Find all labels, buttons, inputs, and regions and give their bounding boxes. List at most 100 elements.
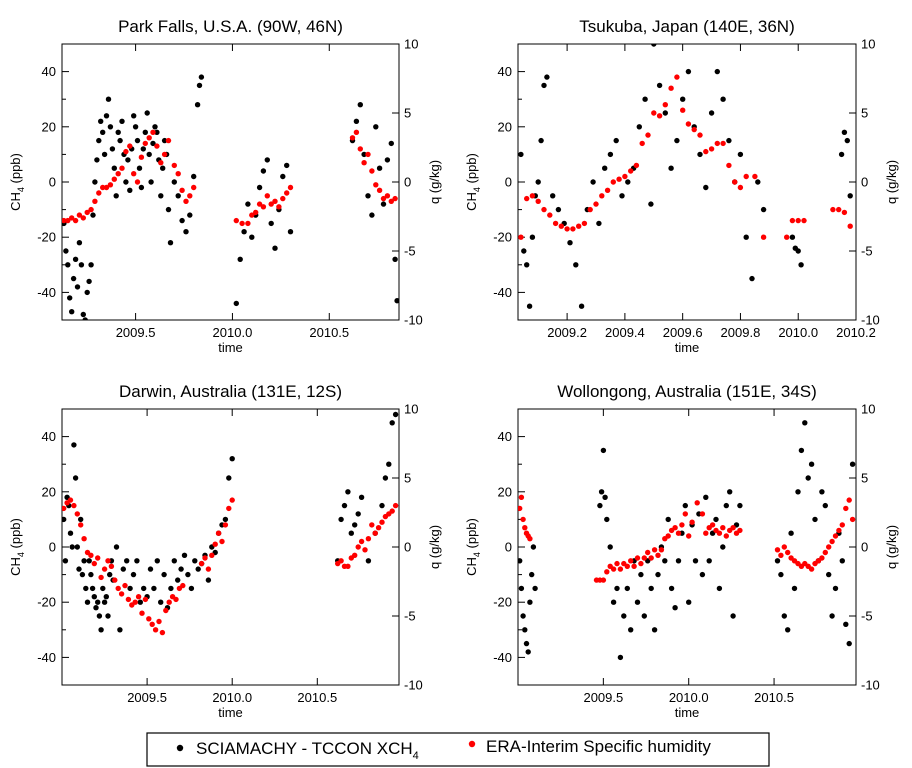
x-tick-label: 2010.2: [836, 325, 876, 340]
legend-era-label: ERA-Interim Specific humidity: [486, 737, 711, 756]
humidity-point: [752, 173, 758, 180]
ch4-point: [706, 558, 712, 564]
humidity-point: [518, 234, 524, 240]
humidity-point: [843, 505, 849, 512]
humidity-point: [139, 610, 145, 616]
humidity-point: [558, 223, 564, 229]
y-tick-label: 0: [49, 540, 56, 555]
chart-title: Park Falls, U.S.A. (90W, 46N): [118, 17, 343, 36]
ch4-point: [191, 173, 197, 180]
humidity-point: [100, 184, 106, 191]
ch4-point: [179, 217, 185, 224]
humidity-point: [529, 193, 536, 199]
humidity-point: [91, 560, 98, 567]
humidity-point: [808, 566, 815, 572]
ch4-point: [373, 124, 379, 130]
ch4-point: [365, 558, 372, 564]
ch4-point: [376, 165, 383, 171]
ch4-point: [161, 571, 167, 578]
ch4-point: [573, 262, 579, 268]
ch4-point: [140, 146, 146, 152]
ch4-point: [171, 558, 177, 564]
chart-title: Darwin, Australia (131E, 12S): [119, 382, 342, 401]
humidity-point: [379, 519, 385, 525]
humidity-point: [527, 536, 533, 542]
y-tick-label: -20: [37, 230, 56, 245]
humidity-point: [656, 113, 663, 119]
ch4-point: [720, 544, 726, 550]
humidity-point: [138, 154, 145, 160]
humidity-point: [95, 555, 101, 561]
humidity-point: [617, 566, 624, 572]
ch4-point: [668, 165, 674, 171]
humidity-point: [173, 596, 179, 603]
ch4-point: [86, 558, 92, 564]
ch4-point: [590, 179, 596, 185]
humidity-point: [638, 560, 644, 567]
ch4-point: [167, 240, 174, 246]
y2-tick-label: 5: [404, 471, 411, 486]
ch4-point: [63, 248, 69, 254]
ch4-point: [168, 585, 174, 592]
ch4-point: [604, 516, 610, 523]
x-tick-label: 2010.5: [309, 325, 349, 340]
y2-tick-label: 5: [861, 106, 868, 121]
ch4-point: [520, 613, 526, 619]
ch4-point: [96, 613, 103, 619]
ch4-point: [826, 571, 832, 578]
y2-axis-label: q (g/kg): [884, 525, 899, 569]
humidity-point: [215, 530, 222, 536]
humidity-point: [264, 193, 270, 199]
humidity-point: [672, 525, 678, 531]
humidity-point: [774, 547, 781, 553]
humidity-point: [357, 146, 363, 152]
humidity-point: [662, 102, 668, 108]
ch4-point: [785, 627, 791, 633]
ch4-point: [668, 585, 675, 592]
ch4-point: [70, 275, 77, 282]
ch4-point: [82, 317, 88, 320]
ch4-point: [96, 137, 102, 144]
ch4-point: [523, 640, 530, 647]
humidity-point: [587, 206, 593, 213]
humidity-point: [123, 148, 129, 155]
ch4-point: [117, 137, 123, 144]
ch4-point: [680, 96, 686, 102]
humidity-point: [380, 195, 387, 202]
humidity-point: [62, 505, 67, 512]
ch4-point: [237, 256, 243, 262]
humidity-point: [694, 500, 700, 506]
ch4-point: [723, 502, 729, 509]
plot-frame: [517, 408, 857, 686]
humidity-point: [338, 558, 344, 564]
ch4-point: [146, 151, 152, 158]
ch4-point: [181, 552, 188, 558]
humidity-point: [112, 577, 118, 583]
y-tick-label: -20: [37, 595, 56, 610]
ch4-point: [651, 627, 658, 633]
x-tick-label: 2009.5: [127, 690, 167, 705]
humidity-point: [165, 137, 172, 144]
x-tick-label: 2009.8: [721, 325, 761, 340]
ch4-point: [532, 585, 538, 592]
y-axis-label: CH4 (ppb): [464, 518, 482, 576]
y2-tick-label: -10: [861, 313, 880, 328]
y2-tick-label: 10: [861, 37, 875, 52]
legend: SCIAMACHY - TCCON XCH4 ERA-Interim Specif…: [146, 732, 770, 767]
ch4-point: [675, 558, 682, 564]
humidity-point: [134, 179, 141, 185]
ch4-point: [844, 137, 850, 144]
x-tick-label: 2009.5: [116, 325, 156, 340]
ch4-point: [245, 201, 251, 207]
humidity-point: [628, 168, 634, 174]
humidity-point: [651, 547, 658, 553]
humidity-point: [645, 549, 651, 556]
ch4-point: [755, 179, 761, 185]
humidity-point: [135, 594, 142, 600]
humidity-point: [276, 204, 282, 210]
ch4-point: [847, 193, 853, 199]
ch4-point: [614, 585, 620, 592]
humidity-point: [67, 497, 74, 503]
humidity-point: [389, 508, 395, 514]
humidity-point: [88, 552, 94, 558]
